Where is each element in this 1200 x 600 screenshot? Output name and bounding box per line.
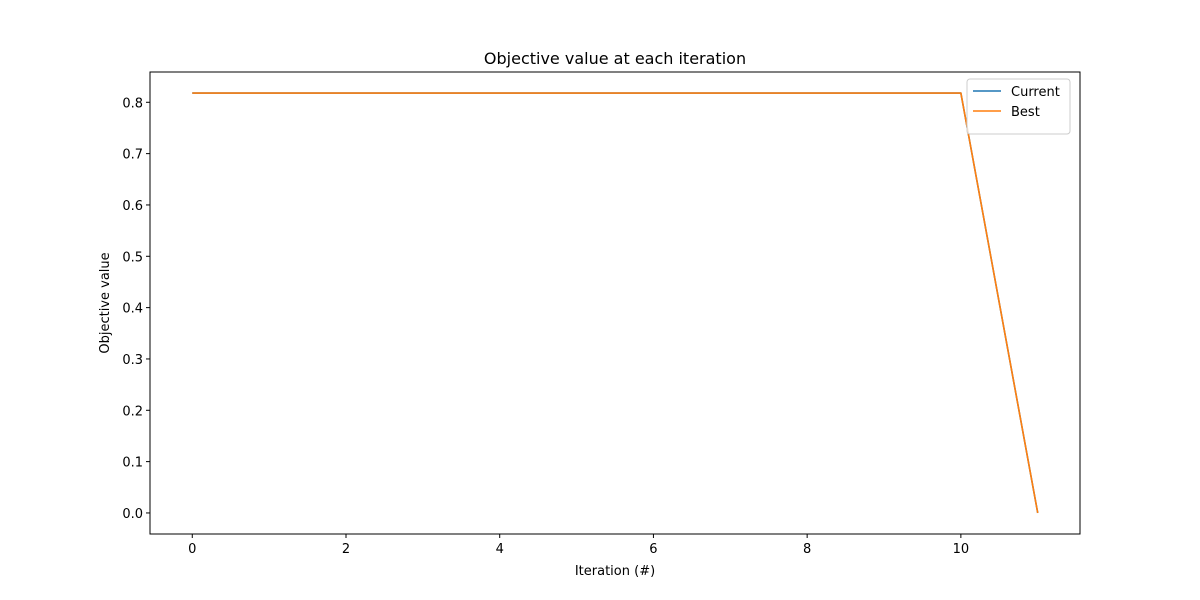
y-axis: 0.0 0.1 0.2 0.3 0.4 0.5 0.6 0.7 0.8 — [122, 96, 150, 522]
x-axis: 0 2 4 6 8 10 — [188, 534, 969, 557]
x-axis-label: Iteration (#) — [575, 564, 655, 579]
y-tick-label: 0.0 — [122, 507, 143, 522]
y-tick-label: 0.3 — [122, 353, 143, 368]
x-tick-label: 10 — [953, 542, 970, 557]
plot-area — [149, 71, 1081, 535]
x-tick-label: 0 — [188, 542, 196, 557]
y-axis-label: Objective value — [98, 252, 113, 353]
y-tick-label: 0.5 — [122, 250, 143, 265]
y-tick-label: 0.7 — [122, 148, 143, 163]
legend-box — [966, 78, 1071, 135]
y-tick-label: 0.1 — [122, 456, 143, 471]
x-tick-label: 4 — [496, 542, 504, 557]
legend-label-best: Best — [1011, 105, 1040, 120]
y-tick-label: 0.2 — [122, 404, 143, 419]
x-tick-label: 6 — [649, 542, 657, 557]
x-tick-label: 2 — [342, 542, 350, 557]
series-line-best — [192, 92, 1039, 514]
plot-frame — [149, 71, 1081, 535]
series-layer — [192, 92, 1039, 514]
legend-label-current: Current — [1011, 85, 1060, 100]
y-tick-label: 0.8 — [122, 96, 143, 111]
y-tick-label: 0.6 — [122, 199, 143, 214]
x-tick-label: 8 — [803, 542, 811, 557]
legend: Current Best — [966, 78, 1071, 135]
chart-title: Objective value at each iteration — [484, 49, 746, 68]
y-tick-label: 0.4 — [122, 302, 143, 317]
